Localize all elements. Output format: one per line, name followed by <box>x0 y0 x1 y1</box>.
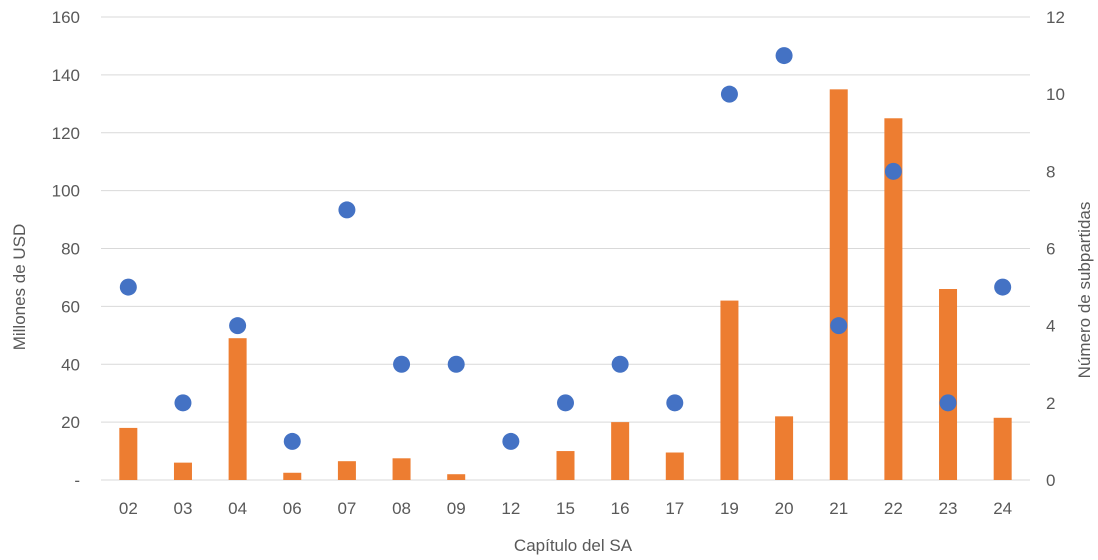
x-tick-label: 15 <box>556 499 575 518</box>
left-tick-label: 40 <box>61 355 80 374</box>
right-axis-title: Número de subpartidas <box>1075 202 1094 379</box>
right-tick-label: 2 <box>1046 394 1055 413</box>
bar <box>775 416 794 480</box>
x-axis-title: Capítulo del SA <box>514 536 633 555</box>
x-tick-label: 07 <box>337 499 356 518</box>
scatter-point <box>502 432 520 450</box>
right-tick-label: 10 <box>1046 85 1065 104</box>
left-tick-label: 160 <box>52 8 80 27</box>
x-tick-label: 02 <box>119 499 138 518</box>
scatter-point <box>939 394 957 412</box>
x-tick-label: 16 <box>611 499 630 518</box>
x-tick-label: 20 <box>775 499 794 518</box>
bar <box>939 289 958 480</box>
bar <box>556 451 575 480</box>
bar <box>337 461 356 480</box>
left-tick-label: 140 <box>52 66 80 85</box>
scatter-point <box>775 47 793 65</box>
bar <box>993 417 1012 480</box>
x-tick-label: 03 <box>174 499 193 518</box>
scatter-point <box>994 278 1012 296</box>
x-tick-label: 09 <box>447 499 466 518</box>
x-tick-label: 04 <box>228 499 247 518</box>
right-tick-label: 6 <box>1046 240 1055 259</box>
scatter-point <box>393 355 411 373</box>
right-tick-label: 0 <box>1046 471 1055 490</box>
left-tick-label: - <box>74 471 80 490</box>
x-tick-label: 24 <box>993 499 1012 518</box>
x-tick-label: 06 <box>283 499 302 518</box>
gridlines <box>101 16 1030 481</box>
scatter-point <box>229 317 247 335</box>
right-tick-label: 4 <box>1046 317 1055 336</box>
left-tick-label: 80 <box>61 240 80 259</box>
x-axis-ticks: 02 03 04 06 07 08 09 12 15 16 17 19 20 21 22 23 24 <box>119 499 1012 518</box>
bar <box>829 89 848 480</box>
scatter-point <box>557 394 574 412</box>
right-axis-ticks: 0 2 4 6 8 10 12 <box>1046 8 1065 490</box>
bar <box>884 118 903 480</box>
scatter-point <box>611 355 629 373</box>
x-tick-label: 12 <box>501 499 520 518</box>
left-tick-label: 60 <box>61 297 80 316</box>
left-tick-label: 120 <box>52 124 80 143</box>
bar <box>447 474 466 480</box>
left-tick-label: 100 <box>52 182 80 201</box>
left-axis-ticks: - 20 40 60 80 100 120 140 160 <box>52 8 80 490</box>
bar <box>665 452 684 480</box>
scatter-point <box>447 355 465 373</box>
x-tick-label: 21 <box>829 499 848 518</box>
scatter-point <box>884 162 902 180</box>
left-tick-label: 20 <box>61 413 80 432</box>
scatter-point <box>174 394 192 412</box>
x-tick-label: 22 <box>884 499 903 518</box>
scatter-point <box>720 85 738 103</box>
x-tick-label: 23 <box>939 499 958 518</box>
right-tick-label: 8 <box>1046 162 1055 181</box>
x-tick-label: 08 <box>392 499 411 518</box>
scatter-point <box>830 317 848 335</box>
scatter-series <box>119 47 1012 450</box>
left-axis-title: Millones de USD <box>10 224 29 351</box>
bar-series <box>119 89 1012 480</box>
scatter-point <box>338 201 356 219</box>
right-tick-label: 12 <box>1046 8 1065 27</box>
scatter-point <box>666 394 684 412</box>
bar <box>119 427 138 480</box>
scatter-point <box>283 432 301 450</box>
bar <box>611 422 630 480</box>
bar <box>720 300 739 480</box>
x-tick-label: 19 <box>720 499 739 518</box>
x-tick-label: 17 <box>665 499 684 518</box>
bar <box>392 458 411 480</box>
scatter-point <box>119 278 137 296</box>
bar <box>228 338 247 480</box>
bar <box>173 462 192 480</box>
bar <box>283 472 302 480</box>
